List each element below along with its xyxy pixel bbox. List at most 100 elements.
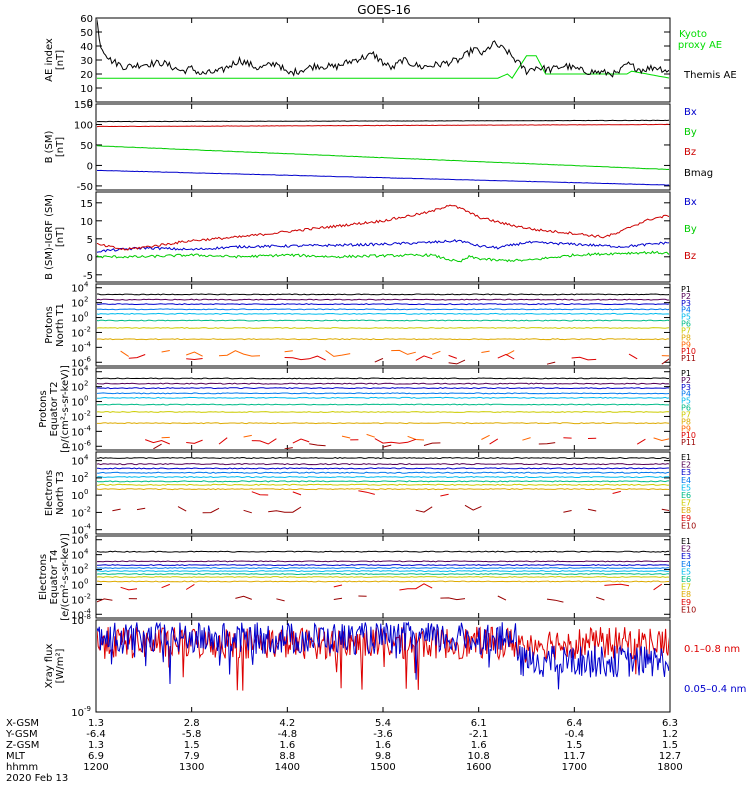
legend-entry: E3 xyxy=(681,552,691,561)
channel-line xyxy=(97,396,669,399)
footer-value: 1.6 xyxy=(279,740,295,751)
panel-data xyxy=(97,456,669,514)
y-tick-exponent: 2 xyxy=(84,296,88,304)
legend-entry: E5 xyxy=(681,483,691,492)
footer-value: -4.8 xyxy=(278,729,298,740)
legend-entry: E9 xyxy=(681,598,691,607)
channel-line xyxy=(97,326,669,329)
y-tick-label: 50 xyxy=(80,141,93,152)
y-tick-label: 10 xyxy=(71,368,84,379)
channel-line xyxy=(97,422,669,425)
legend-entry: E10 xyxy=(681,521,696,530)
footer-value: 1.2 xyxy=(662,729,678,740)
channel-line xyxy=(97,319,669,322)
legend-entry: P4 xyxy=(681,390,691,399)
footer-row-label: Y-GSM xyxy=(5,729,38,740)
y-tick-exponent: 4 xyxy=(84,281,89,289)
y-tick-label: 10 xyxy=(80,84,93,95)
channel-line xyxy=(129,354,670,360)
footer-value: 1800 xyxy=(657,762,682,773)
series-line xyxy=(97,238,669,253)
y-axis-label: B (SM) xyxy=(44,130,55,163)
legend-entry: E9 xyxy=(681,514,691,523)
legend-entry: P8 xyxy=(681,333,691,342)
legend-entry: P4 xyxy=(681,306,691,315)
footer-value: 1600 xyxy=(466,762,491,773)
channel-line xyxy=(120,349,669,357)
y-tick-label: 10 xyxy=(71,536,84,547)
series-line xyxy=(97,204,669,251)
panel-8: Xray flux [W/m²]10 -810 -90.1–0.8 nm0.05–0.… xyxy=(44,613,746,719)
footer-value: 5.4 xyxy=(375,718,391,729)
y-tick-exponent: -6 xyxy=(84,355,92,363)
y-tick-label: 20 xyxy=(80,70,93,81)
y-tick-exponent: 2 xyxy=(84,563,88,571)
channel-line xyxy=(97,456,669,460)
y-tick-exponent: -9 xyxy=(84,705,91,713)
y-axis-label: North T1 xyxy=(55,303,66,347)
channel-line xyxy=(251,490,621,497)
legend-entry: Bx xyxy=(684,107,697,118)
footer-value: 6.1 xyxy=(471,718,487,729)
legend-entry: P6 xyxy=(681,320,691,329)
legend-entry: P2 xyxy=(681,376,691,385)
y-tick-exponent: 4 xyxy=(84,365,89,373)
legend-entry: P3 xyxy=(681,299,691,308)
y-axis-label: [e/(cm²-s-sr-keV)] xyxy=(60,533,71,621)
panel-data xyxy=(97,550,669,602)
legend-entry: 0.1–0.8 nm xyxy=(684,644,740,655)
legend-entry: P8 xyxy=(681,417,691,426)
channel-line xyxy=(161,433,669,442)
legend-entry: E6 xyxy=(681,575,691,584)
y-tick-label: 10 xyxy=(71,442,84,453)
legend-entry: P10 xyxy=(681,347,696,356)
y-axis-label: Equator T4 xyxy=(49,550,60,605)
channel-line xyxy=(97,564,669,567)
panel-frame xyxy=(95,191,671,283)
legend-entry: Bmag xyxy=(684,168,713,179)
y-tick-exponent: 6 xyxy=(84,533,89,541)
y-tick-exponent: -4 xyxy=(84,424,92,432)
channel-line xyxy=(97,298,669,301)
y-tick-label: 10 xyxy=(71,551,84,562)
legend-entry: P11 xyxy=(681,354,696,363)
y-axis-label: [nT] xyxy=(55,50,66,70)
channel-line xyxy=(97,463,669,466)
channel-line xyxy=(97,488,669,491)
legend-entry: P3 xyxy=(681,383,691,392)
footer-row-label: hhmm xyxy=(6,762,38,773)
y-tick-label: 10 xyxy=(71,508,84,519)
legend-entry: proxy AE xyxy=(678,40,722,51)
series-line xyxy=(97,169,669,186)
legend-entry: E8 xyxy=(681,590,691,599)
footer-value: 1200 xyxy=(83,762,108,773)
legend-entry: E2 xyxy=(681,545,691,554)
series-line xyxy=(97,119,669,123)
y-tick-label: 10 xyxy=(71,595,84,606)
legend-entry: P6 xyxy=(681,404,691,413)
channel-line xyxy=(97,570,669,573)
y-tick-label: 0 xyxy=(87,253,93,264)
legend-entry: E1 xyxy=(681,537,691,546)
channel-line xyxy=(120,583,663,591)
footer-value: 10.8 xyxy=(468,751,490,762)
y-tick-exponent: -4 xyxy=(84,607,92,615)
legend-entry: By xyxy=(684,224,697,235)
panel-frame xyxy=(95,367,671,451)
footer-value: 1.5 xyxy=(662,740,678,751)
footer-row-label: X-GSM xyxy=(6,718,39,729)
legend-entry: E7 xyxy=(681,499,691,508)
channel-line xyxy=(97,475,669,479)
legend-entry: P9 xyxy=(681,340,691,349)
channel-line xyxy=(97,303,669,306)
legend-entry: E4 xyxy=(681,560,691,569)
y-tick-exponent: 4 xyxy=(84,548,89,556)
footer-row-label: Z-GSM xyxy=(6,740,39,751)
channel-line xyxy=(97,560,669,563)
y-tick-label: 150 xyxy=(74,100,93,111)
legend-entry: 0.05–0.4 nm xyxy=(684,684,746,695)
legend-entry: P7 xyxy=(681,410,691,419)
